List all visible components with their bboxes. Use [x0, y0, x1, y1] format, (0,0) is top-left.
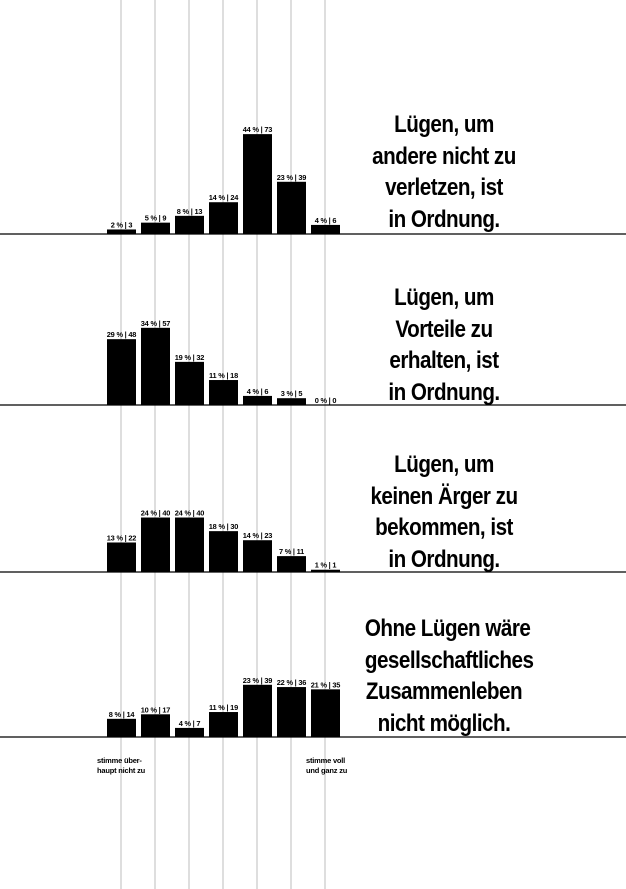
bar	[107, 542, 136, 572]
gridlines	[120, 0, 326, 889]
scale-label-line: stimme über-	[97, 756, 142, 765]
bar	[243, 540, 272, 572]
bar	[141, 714, 170, 737]
value-label: 11 % | 19	[209, 703, 238, 712]
value-label: 8 % | 14	[109, 710, 136, 719]
chart-title-line: nicht möglich.	[377, 709, 511, 737]
value-label: 34 % | 57	[141, 319, 171, 328]
chart-title: Lügen, um Vorteile zu erhalten, ist in O…	[365, 282, 523, 408]
bar	[277, 687, 306, 737]
chart-title-line: gesellschaftliches	[364, 646, 534, 674]
chart-title-line: Lügen, um	[394, 111, 494, 138]
chart-title-line: Ohne Lügen wäre	[364, 615, 531, 642]
bar	[243, 134, 272, 234]
bar	[209, 531, 238, 572]
bar	[107, 339, 136, 405]
chart-title: Lügen, um keinen Ärger zu bekommen, ist …	[365, 449, 523, 575]
scale-label-line: haupt nicht zu	[97, 766, 146, 775]
value-label: 14 % | 24	[209, 193, 240, 202]
bar	[311, 569, 340, 572]
value-label: 0 % | 0	[315, 396, 337, 405]
value-label: 4 % | 6	[247, 387, 269, 396]
value-label: 22 % | 36	[277, 678, 307, 687]
value-label: 24 % | 40	[141, 509, 171, 518]
bar	[243, 684, 272, 737]
bar	[175, 517, 204, 572]
bars	[107, 134, 340, 737]
chart-title-line: Lügen, um	[394, 451, 494, 478]
value-label: 13 % | 22	[107, 533, 137, 542]
value-label: 19 % | 32	[175, 353, 205, 362]
value-label: 1 % | 1	[315, 561, 337, 570]
value-label: 4 % | 6	[315, 216, 337, 225]
bar	[277, 181, 306, 234]
bar	[209, 202, 238, 234]
value-label: 11 % | 18	[209, 371, 238, 380]
bar	[141, 222, 170, 234]
bar	[175, 727, 204, 737]
value-label: 23 % | 39	[243, 676, 273, 685]
bar	[209, 712, 238, 737]
chart-title: Ohne Lügen wäre gesellschaftliches Zusam…	[364, 613, 534, 739]
chart-title-line: erhalten, ist	[389, 347, 499, 374]
value-label: 18 % | 30	[209, 522, 239, 531]
bar	[107, 229, 136, 234]
value-label: 2 % | 3	[111, 220, 133, 229]
bar	[107, 718, 136, 737]
scale-label-line: und ganz zu	[306, 766, 348, 775]
bar	[311, 689, 340, 737]
chart-title-line: Zusammenleben	[365, 678, 523, 705]
chart-title-line: bekommen, ist	[375, 514, 513, 541]
chart-title-line: in Ordnung.	[388, 545, 500, 573]
bar	[311, 224, 340, 234]
scale-label-left: stimme über- haupt nicht zu	[97, 756, 145, 776]
chart-title-line: andere nicht zu	[372, 142, 516, 170]
value-label: 7 % | 11	[279, 547, 304, 556]
value-label: 8 % | 13	[177, 207, 203, 216]
bar	[277, 556, 306, 572]
chart-title-line: Vorteile zu	[395, 315, 493, 343]
bar	[243, 395, 272, 405]
value-label: 10 % | 17	[141, 705, 171, 714]
chart-title: Lügen, um andere nicht zu verletzen, ist…	[365, 109, 523, 235]
chart-title-line: keinen Ärger zu	[370, 482, 518, 510]
value-label: 24 % | 40	[175, 509, 205, 518]
value-label: 14 % | 23	[243, 531, 273, 540]
baselines	[0, 233, 626, 738]
value-label: 29 % | 48	[107, 330, 137, 339]
bar	[141, 327, 170, 405]
value-label: 21 % | 35	[311, 680, 341, 689]
chart-title-line: verletzen, ist	[385, 174, 503, 201]
bar	[209, 380, 238, 405]
chart-title-line: in Ordnung.	[388, 205, 500, 233]
value-label: 5 % | 9	[145, 214, 167, 223]
chart-title-line: Lügen, um	[394, 284, 494, 311]
value-label: 4 % | 7	[179, 719, 201, 728]
bar	[175, 361, 204, 405]
bar	[141, 517, 170, 572]
scale-label-line: stimme voll	[306, 756, 346, 765]
scale-label-right: stimme voll und ganz zu	[306, 756, 347, 776]
bar	[175, 215, 204, 234]
bar	[277, 398, 306, 405]
value-label: 23 % | 39	[277, 173, 307, 182]
value-label: 44 % | 73	[243, 125, 273, 134]
chart-title-line: in Ordnung.	[388, 378, 500, 406]
value-label: 3 % | 5	[281, 389, 303, 398]
value-labels: 2 % | 3 5 % | 9 8 % | 13 14 % | 24 44 % | 73…	[107, 125, 341, 728]
